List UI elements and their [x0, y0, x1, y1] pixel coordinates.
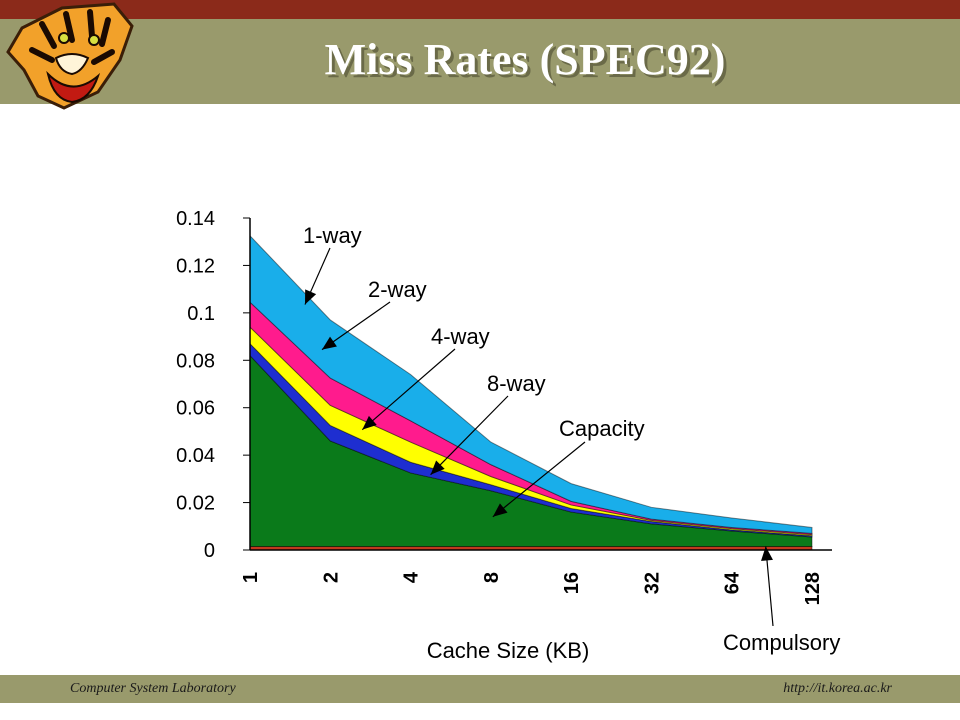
y-tick-label: 0.04 — [176, 445, 215, 467]
y-tick-label: 0.1 — [187, 303, 215, 325]
footer-url: http://it.korea.ac.kr — [783, 681, 892, 696]
annotation-arrowhead — [492, 503, 508, 517]
tiger-logo — [6, 2, 134, 110]
x-tick-label: 1 — [240, 572, 262, 583]
x-axis-label: Cache Size (KB) — [427, 638, 590, 663]
annotation-label: Capacity — [559, 416, 645, 441]
annotation-pointer — [492, 441, 586, 518]
y-tick-label: 0 — [204, 540, 215, 562]
x-tick-label: 4 — [401, 571, 423, 583]
annotation-arrowhead — [761, 546, 773, 561]
annotation-label: 2-way — [368, 277, 427, 302]
area-8-way — [249, 342, 813, 538]
annotation-pointer — [361, 348, 456, 431]
x-tick-label: 16 — [561, 572, 583, 594]
footer-lab-name: Computer System Laboratory — [70, 681, 236, 696]
title-band — [0, 19, 960, 104]
y-tick-label: 0.02 — [176, 493, 215, 515]
area-2-way — [249, 301, 813, 536]
annotation-arrowhead — [362, 415, 377, 430]
title-top-bar — [0, 0, 960, 19]
slide-title: Miss Rates (SPEC92) — [324, 35, 726, 84]
y-tick-label: 0.14 — [176, 208, 215, 230]
x-tick-label: 8 — [481, 572, 503, 583]
annotation-label: 4-way — [431, 324, 490, 349]
y-tick-label: 0.06 — [176, 398, 215, 420]
area-1-way — [249, 234, 813, 534]
annotation-arrowhead — [430, 460, 445, 475]
annotation-arrowhead — [305, 289, 317, 305]
x-tick-label: 2 — [320, 572, 342, 583]
y-tick-label: 0.12 — [176, 255, 215, 277]
footer-band — [0, 675, 960, 703]
area-4-way — [249, 325, 813, 537]
annotation-label: 8-way — [487, 371, 546, 396]
annotation-label: Compulsory — [723, 630, 840, 655]
annotation-arrowhead — [322, 336, 337, 350]
x-tick-label: 64 — [722, 571, 744, 594]
annotation-label: 1-way — [303, 223, 362, 248]
x-tick-label: 128 — [802, 572, 824, 605]
area-capacity — [249, 354, 813, 547]
x-tick-label: 32 — [641, 572, 663, 594]
annotation-pointer — [430, 395, 509, 476]
y-tick-label: 0.08 — [176, 350, 215, 372]
